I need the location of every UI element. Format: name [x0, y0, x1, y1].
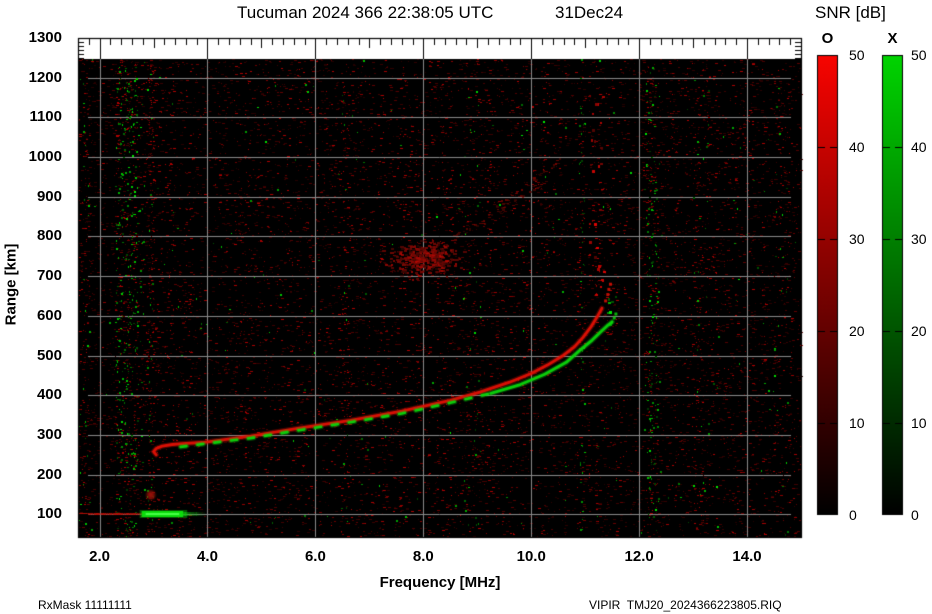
x-tick-label: 12.0	[624, 548, 654, 565]
colorbar-o-tick-label: 10	[849, 415, 865, 431]
y-tick-label: 1300	[28, 29, 62, 46]
y-tick-label: 600	[36, 306, 62, 324]
colorbar-x-tick-label: 10	[911, 415, 927, 431]
colorbar-o-tick-label: 40	[849, 139, 865, 155]
colorbar-o-tick-label: 50	[849, 47, 865, 63]
x-tick-label: 10.0	[516, 548, 546, 565]
y-tick-label: 1200	[28, 68, 62, 86]
colorbar-o-tick-label: 20	[849, 323, 865, 339]
y-tick-label: 1100	[29, 108, 62, 126]
x-tick-label: 8.0	[412, 548, 434, 565]
colorbar-o-mode-label: O	[821, 30, 834, 47]
colorbar-x-tick-label: 20	[911, 323, 927, 339]
y-tick-label: 500	[36, 346, 62, 364]
date-label: 31Dec24	[555, 3, 624, 22]
colorbar-o-tick-label: 30	[849, 231, 865, 247]
y-tick-label: 300	[36, 425, 62, 443]
colorbar-x-tick-label: 50	[911, 47, 927, 63]
x-tick-label: 6.0	[304, 548, 326, 565]
colorbar-x-mode-label: X	[887, 30, 898, 47]
x-tick-label: 2.0	[89, 548, 111, 565]
data-file-label: VIPIR TMJ20_2024366223805.RIQ	[589, 598, 782, 612]
x-axis-title: Frequency [MHz]	[379, 574, 501, 591]
page-title: Tucuman 2024 366 22:38:05 UTC	[237, 3, 494, 22]
x-tick-label: 14.0	[732, 548, 762, 565]
rxmask-label: RxMask 11111111	[38, 598, 132, 612]
x-tick-label: 4.0	[197, 548, 218, 565]
y-tick-label: 1000	[28, 148, 62, 166]
y-tick-label: 200	[36, 465, 62, 483]
colorbar-title: SNR [dB]	[815, 3, 886, 22]
y-tick-label: 700	[36, 267, 62, 285]
colorbar-x-tick-label: 0	[911, 507, 919, 523]
y-tick-label: 800	[36, 227, 62, 245]
colorbar-x-tick-label: 40	[911, 139, 927, 155]
y-tick-label: 900	[36, 187, 62, 205]
colorbar-o-tick-label: 0	[849, 507, 857, 523]
colorbar-x-tick-label: 30	[911, 231, 927, 247]
y-tick-label: 400	[36, 386, 62, 404]
y-tick-label: 100	[36, 505, 62, 523]
